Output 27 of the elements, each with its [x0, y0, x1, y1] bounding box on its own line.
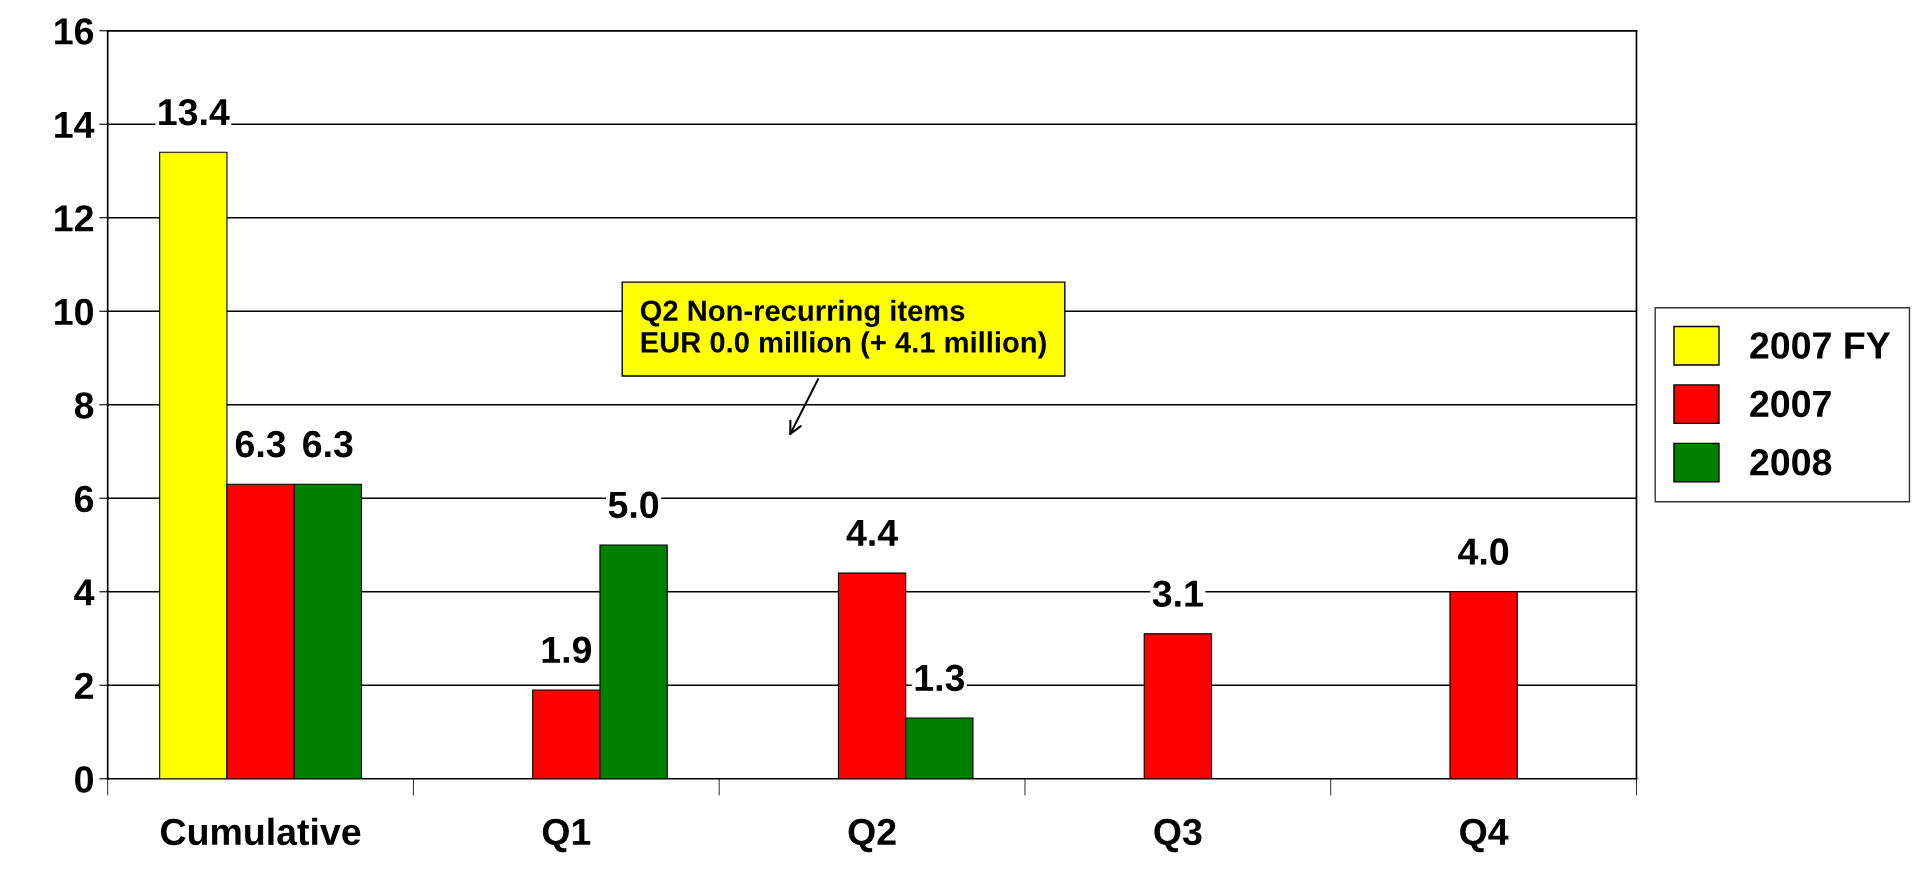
y-tick-label: 16 — [55, 18, 94, 45]
data-label: 3.1 — [1152, 580, 1203, 608]
data-label: 6.3 — [235, 430, 286, 458]
x-tick-label: Q1 — [542, 818, 591, 853]
data-label: 5.0 — [608, 491, 659, 519]
legend-label: 2008 — [1750, 449, 1832, 476]
data-label: 4.4 — [846, 520, 898, 546]
legend-label: 2007 — [1750, 390, 1831, 418]
x-tick-label: Q4 — [1460, 818, 1509, 853]
x-tick-label: Q3 — [1154, 818, 1202, 853]
legend-label: 2007 FY — [1750, 332, 1891, 359]
y-tick-label: 6 — [75, 485, 94, 513]
y-tick-label: 8 — [74, 392, 94, 419]
y-tick-label: 4 — [74, 579, 95, 606]
annotation: Q2 Non-recurring items EUR 0.0 million (+ 4.1 million) — [640, 299, 1046, 359]
y-tick-label: 10 — [55, 298, 93, 326]
y-tick-label: 12 — [55, 205, 93, 232]
data-label: 1.9 — [542, 636, 591, 664]
data-label: 6.3 — [303, 430, 353, 458]
y-tick-label: 2 — [74, 672, 93, 699]
x-tick-label: Cumulative — [161, 817, 361, 846]
data-label: 13.4 — [159, 98, 230, 126]
data-label: 4.0 — [1458, 538, 1509, 565]
y-tick-label: 0 — [75, 766, 93, 793]
y-tick-label: 14 — [55, 112, 95, 138]
data-label: 1.3 — [915, 664, 965, 692]
x-tick-label: Q2 — [848, 818, 896, 853]
